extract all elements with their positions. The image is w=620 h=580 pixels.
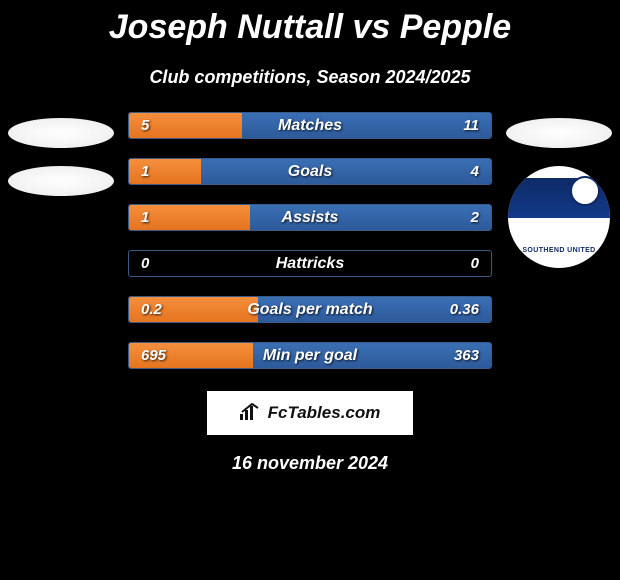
stat-label: Matches: [129, 113, 491, 138]
stat-label: Goals per match: [129, 297, 491, 322]
stat-bars: 511Matches 14Goals 12Assists 00Hattricks 0.2…: [128, 112, 492, 369]
date-label: 16 november 2024: [0, 453, 620, 474]
left-club-logo-2: [8, 166, 114, 196]
right-logo-column: SOUTHEND UNITED: [504, 112, 614, 268]
stat-row: 0.20.36Goals per match: [128, 296, 492, 323]
crest-text: SOUTHEND UNITED: [508, 247, 610, 254]
stat-row: 14Goals: [128, 158, 492, 185]
football-icon: [570, 176, 600, 206]
left-club-logo-1: [8, 118, 114, 148]
stat-row: 695363Min per goal: [128, 342, 492, 369]
stat-row: 12Assists: [128, 204, 492, 231]
chart-icon: [240, 402, 262, 425]
right-club-logo-2: SOUTHEND UNITED: [508, 166, 610, 268]
stat-label: Assists: [129, 205, 491, 230]
stat-row: 00Hattricks: [128, 250, 492, 277]
stat-label: Goals: [129, 159, 491, 184]
right-club-logo-1: [506, 118, 612, 148]
watermark: FcTables.com: [207, 391, 413, 435]
stat-row: 511Matches: [128, 112, 492, 139]
stat-label: Min per goal: [129, 343, 491, 368]
left-logo-column: [6, 112, 116, 196]
watermark-text: FcTables.com: [268, 403, 381, 423]
page-title: Joseph Nuttall vs Pepple: [0, 0, 620, 47]
comparison-content: 511Matches 14Goals 12Assists 00Hattricks 0.2…: [0, 112, 620, 369]
page-subtitle: Club competitions, Season 2024/2025: [0, 67, 620, 88]
stat-label: Hattricks: [129, 251, 491, 276]
